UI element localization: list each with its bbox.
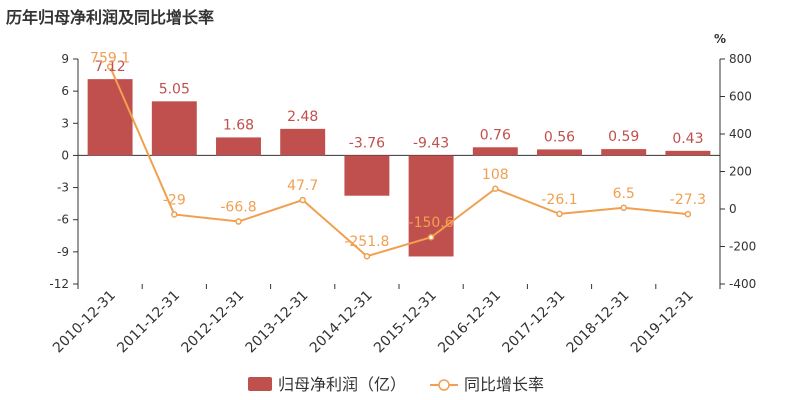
x-tick-label: 2019-12-31 [628,288,697,357]
bars [87,79,711,257]
x-tick-label: 2013-12-31 [243,288,312,357]
bar-value-label: 0.56 [544,129,575,145]
bar-value-label: -3.76 [349,135,385,151]
data-labels: 7.12 5.05 1.68 2.48 -3.76 -9.43 0.76 0.56 0.59 0.… [90,51,706,251]
legend-marker-growth [438,379,450,391]
x-tick-labels: 2010-12-312011-12-312012-12-312013-12-31… [50,288,697,357]
bar-value-label: 0.76 [480,127,511,143]
bar-value-label: -9.43 [413,135,449,151]
profit-bar [344,155,390,196]
growth-value-label: -29 [163,192,186,208]
bar-value-label: 1.68 [223,117,254,133]
growth-value-label: -251.8 [344,234,389,250]
growth-point [235,218,242,225]
growth-value-label: -66.8 [220,200,256,216]
axes: 9 6 3 0 -3 -6 -9 -12 800 600 400 200 0 -200 -400% [49,32,756,291]
bar-value-label: 7.12 [95,59,126,75]
right-axis-unit: % [714,32,726,46]
left-tick-label: 3 [61,116,69,130]
left-tick-label: -6 [57,213,69,227]
x-tick-label: 2018-12-31 [564,288,633,357]
bar-value-label: 0.43 [672,131,703,147]
x-tick-label: 2016-12-31 [435,288,504,357]
growth-value-label: 108 [482,167,509,183]
bar-value-label: 0.59 [608,129,639,145]
growth-point [106,63,114,70]
profit-bar [665,150,711,156]
legend-swatch-profit [248,377,272,391]
x-tick-label: 2012-12-31 [178,288,247,357]
growth-point [363,252,371,260]
bar-value-label: 2.48 [287,109,318,125]
growth-value-label: -27.3 [670,192,706,208]
growth-point [427,233,435,241]
growth-point [171,211,178,218]
right-tick-label: 200 [729,165,752,179]
left-tick-label: -9 [57,245,69,259]
left-tick-label: 0 [61,148,69,162]
x-tick-label: 2010-12-31 [50,288,119,357]
x-tick-label: 2015-12-31 [371,288,440,357]
profit-bar [601,149,647,156]
right-tick-label: -200 [729,240,756,254]
growth-point [620,204,627,212]
profit-bar [280,128,326,156]
chart-title: 历年归母净利润及同比增长率 [6,8,215,27]
legend-label-profit: 归母净利润（亿） [278,375,406,394]
x-tick-label: 2014-12-31 [307,288,376,357]
growth-line [106,63,692,260]
x-tick-label: 2011-12-31 [114,288,183,357]
profit-bar [87,79,133,156]
growth-value-label: 47.7 [287,178,318,194]
growth-point [684,210,692,218]
growth-point [556,210,563,218]
right-tick-label: 0 [729,202,737,216]
growth-value-label: 6.5 [613,186,635,202]
profit-bar [537,149,582,156]
left-tick-label: -3 [57,181,69,195]
legend-label-growth: 同比增长率 [464,375,544,394]
growth-polyline [109,66,688,258]
profit-bar [216,137,261,156]
right-tick-label: 800 [729,52,752,66]
growth-value-label: 759.1 [90,51,130,67]
profit-bar [151,101,197,156]
left-tick-label: -12 [49,277,69,291]
growth-point [492,185,499,192]
right-tick-label: -400 [729,277,756,291]
growth-value-label: -150.6 [409,215,454,231]
legend: 归母净利润（亿） 同比增长率 [248,375,544,394]
right-tick-label: 600 [729,90,752,104]
left-tick-label: 6 [61,84,69,98]
left-tick-label: 9 [61,52,69,66]
profit-bar [472,147,518,156]
growth-point [299,196,306,204]
right-tick-label: 400 [729,127,752,141]
growth-value-label: -26.1 [541,192,577,208]
x-tick-label: 2017-12-31 [499,288,568,357]
bar-value-label: 5.05 [159,81,190,97]
